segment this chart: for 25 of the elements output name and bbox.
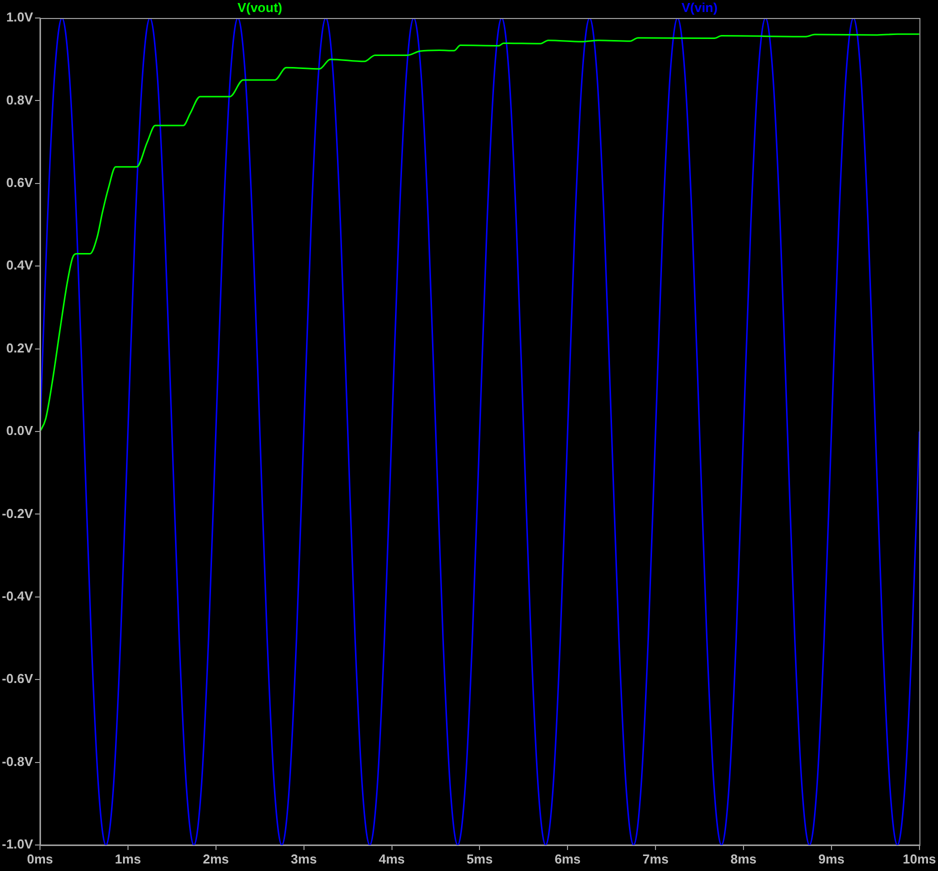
line-series xyxy=(40,33,920,432)
y-tick-label: 1.0V xyxy=(6,10,34,25)
y-tick-label: -0.8V xyxy=(2,754,34,769)
y-tick-label: -0.2V xyxy=(2,506,34,521)
y-tick-label: -0.6V xyxy=(2,671,34,686)
y-tick-label: 0.0V xyxy=(6,423,34,438)
x-tick-label: 6ms xyxy=(554,851,581,866)
x-tick-label: 10ms xyxy=(902,851,936,866)
x-tick-label: 7ms xyxy=(642,851,669,866)
y-tick-label: -0.4V xyxy=(2,588,34,604)
x-tick-label: 2ms xyxy=(202,851,229,866)
y-tick-label: -1.0V xyxy=(2,836,34,852)
y-tick-label: 0.8V xyxy=(6,92,34,108)
x-tick-label: 4ms xyxy=(378,851,405,866)
y-tick-label: 0.4V xyxy=(6,258,34,273)
x-tick-label: 9ms xyxy=(818,851,844,866)
x-tick-label: 0ms xyxy=(26,851,54,866)
x-tick-label: 8ms xyxy=(730,851,757,866)
series-label: V(vin) xyxy=(681,0,718,16)
x-tick-label: 1ms xyxy=(114,851,141,866)
x-tick-label: 5ms xyxy=(466,851,493,866)
text: V(vout) xyxy=(237,0,282,16)
x-tick-label: 3ms xyxy=(290,851,317,866)
y-tick-label: 0.6V xyxy=(6,174,34,190)
y-tick-label: 0.2V xyxy=(6,340,34,356)
